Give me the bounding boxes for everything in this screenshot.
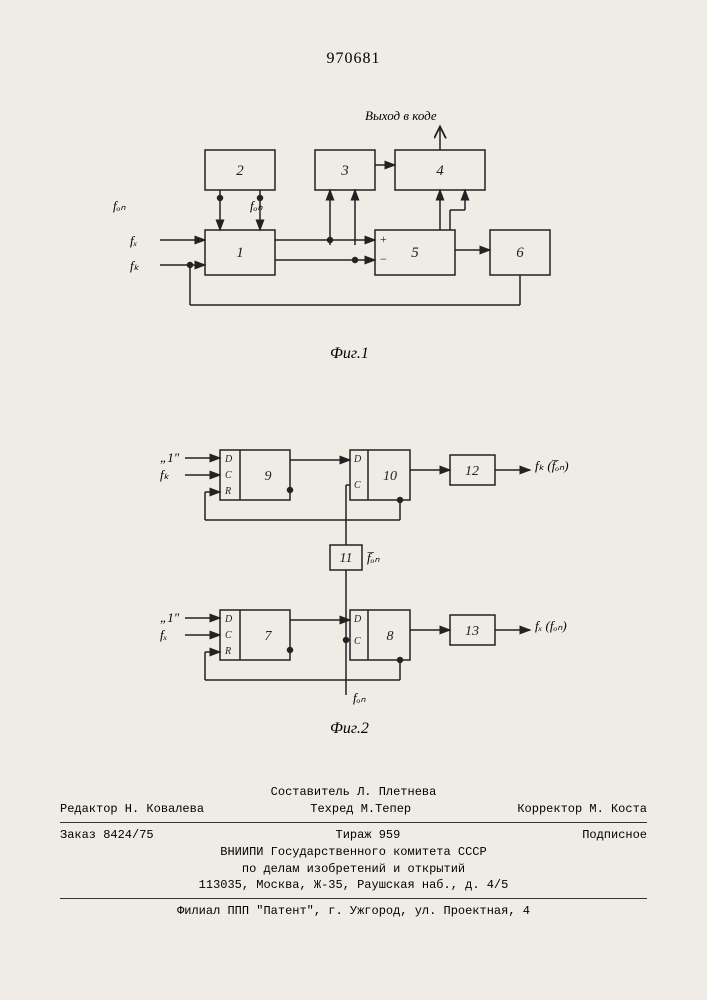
svg-text:4: 4 [436, 163, 444, 179]
svg-text:13: 13 [465, 624, 479, 639]
svg-text:D: D [224, 614, 233, 625]
svg-text:6: 6 [516, 245, 524, 261]
footer-subscription: Подписное [582, 827, 647, 844]
footer-org2: по делам изобретений и открытий [60, 861, 647, 878]
fig2-fon-top: f̅ₒₙ [367, 550, 380, 566]
footer-tirage: Тираж 959 [336, 827, 401, 844]
svg-text:R: R [224, 646, 231, 657]
footer-editor: Редактор Н. Ковалева [60, 801, 204, 818]
footer-org3: 113035, Москва, Ж-35, Раушская наб., д. … [60, 877, 647, 894]
svg-text:C: C [225, 470, 232, 481]
fig1-label-fx: fₓ [130, 233, 137, 249]
svg-text:9: 9 [265, 469, 272, 484]
svg-text:7: 7 [265, 629, 273, 644]
footer-order: Заказ 8424/75 [60, 827, 154, 844]
svg-text:C: C [225, 630, 232, 641]
fig1-label-fk: fₖ [130, 258, 139, 274]
figure-2-diagram: 9 10 12 7 8 13 11 D C R D C D C R D C [150, 430, 570, 710]
svg-text:3: 3 [340, 163, 349, 179]
svg-text:R: R [224, 486, 231, 497]
footer-org1: ВНИИПИ Государственного комитета СССР [60, 844, 647, 861]
svg-text:C: C [354, 636, 361, 647]
svg-text:2: 2 [236, 163, 244, 179]
fig1-label-fon-right: fₒₙ [250, 198, 263, 214]
fig1-output-label: Выход в коде [365, 108, 437, 124]
figure-1-caption: Фиг.1 [330, 345, 369, 363]
svg-text:D: D [353, 454, 362, 465]
footer-block: Составитель Л. Плетнева Редактор Н. Кова… [60, 784, 647, 920]
fig1-label-fon-left: fₒₙ [113, 198, 126, 214]
fig2-out-top: fₖ (f̅ₒₙ) [535, 458, 569, 474]
figure-1-diagram: 2 3 4 1 5 6 + − [150, 110, 570, 340]
document-number: 970681 [327, 50, 381, 68]
footer-compiler: Составитель Л. Плетнева [60, 784, 647, 801]
svg-text:10: 10 [383, 469, 397, 484]
svg-text:D: D [224, 454, 233, 465]
svg-text:C: C [354, 480, 361, 491]
svg-text:D: D [353, 614, 362, 625]
svg-text:1: 1 [236, 245, 244, 261]
svg-text:12: 12 [465, 464, 479, 479]
svg-text:+: + [380, 232, 387, 246]
fig2-fx-in: fₓ [160, 627, 167, 643]
fig2-fon-bot: fₒₙ [353, 690, 366, 706]
svg-text:8: 8 [387, 629, 394, 644]
figure-2-caption: Фиг.2 [330, 720, 369, 738]
svg-text:11: 11 [340, 551, 353, 566]
fig2-one-top: „1" [160, 450, 179, 466]
svg-text:5: 5 [411, 245, 419, 261]
footer-tech: Техред М.Тепер [310, 801, 411, 818]
footer-branch: Филиал ППП "Патент", г. Ужгород, ул. Про… [60, 903, 647, 920]
page: 970681 [0, 0, 707, 1000]
fig2-one-bot: „1" [160, 610, 179, 626]
fig2-out-bot: fₓ (fₒₙ) [535, 618, 567, 634]
fig2-fk-in: fₖ [160, 467, 169, 483]
svg-text:−: − [380, 252, 387, 266]
footer-corrector: Корректор М. Коста [517, 801, 647, 818]
